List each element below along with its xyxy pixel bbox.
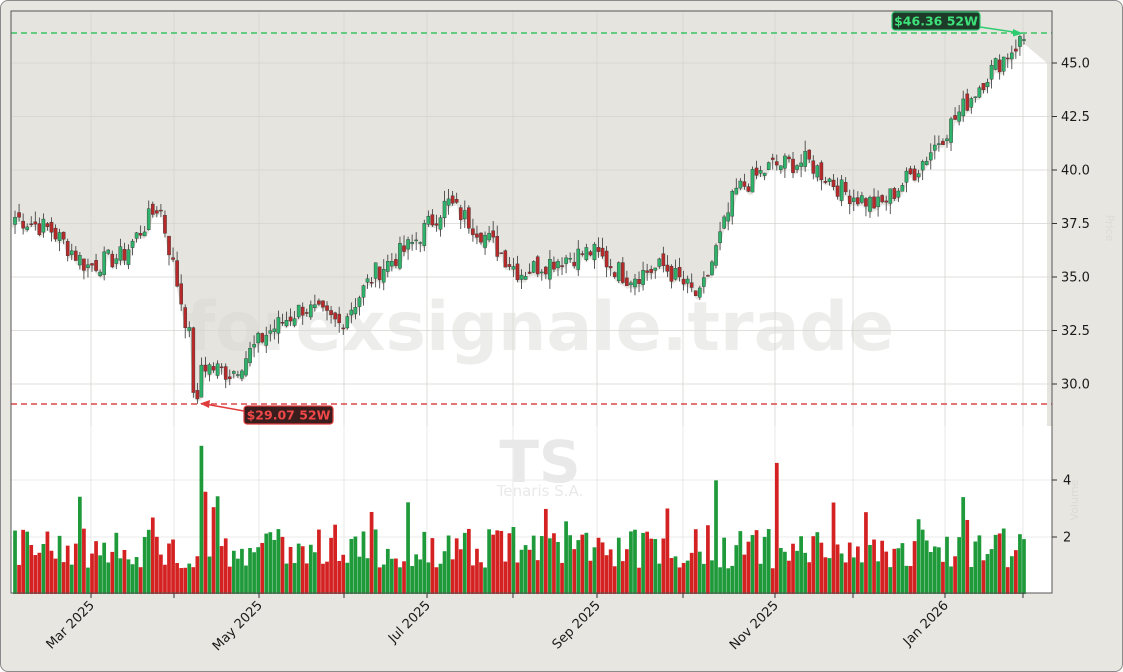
volume-bars (13, 445, 1026, 594)
volume-tick-label: 4 (1063, 474, 1071, 489)
volume-axis: 24 (1052, 474, 1071, 546)
price-tick-label: 32.5 (1061, 324, 1090, 339)
volume-axis-title: Volume (1068, 479, 1081, 520)
date-tick-label: Mar 2025 (44, 598, 98, 652)
date-tick-label: Nov 2025 (727, 598, 782, 653)
svg-text:$46.36 52W: $46.36 52W (894, 14, 978, 29)
watermark: forexsignale.trade (186, 288, 895, 367)
price-axis: 30.0 32.5 35.0 37.5 40.0 42.5 45.0 (1052, 57, 1090, 393)
low-52w-annotation: $29.07 52W (200, 400, 334, 425)
date-tick-label: Jul 2025 (385, 598, 434, 647)
high-52w-annotation: $46.36 52W (891, 11, 1023, 37)
grid-lines (11, 11, 1052, 426)
date-tick-label: Jan 2026 (900, 598, 952, 650)
svg-text:TS: TS (499, 428, 580, 496)
svg-text:forexsignale.trade: forexsignale.trade (186, 288, 895, 367)
price-tick-label: 45.0 (1061, 57, 1090, 72)
price-tick-label: 30.0 (1061, 378, 1090, 393)
volume-tick-label: 2 (1063, 531, 1071, 546)
ticker-watermark: TS Tenaris S.A. (496, 428, 584, 500)
price-tick-label: 35.0 (1061, 271, 1090, 286)
svg-text:$29.07 52W: $29.07 52W (247, 408, 331, 423)
price-axis-title: Price (1103, 215, 1116, 242)
date-tick-label: Sep 2025 (550, 598, 604, 652)
date-tick-label: May 2025 (210, 598, 266, 654)
svg-text:Tenaris S.A.: Tenaris S.A. (496, 482, 584, 500)
price-tick-label: 42.5 (1061, 110, 1090, 125)
price-tick-label: 37.5 (1061, 217, 1090, 232)
price-tick-label: 40.0 (1061, 164, 1090, 179)
date-axis: Mar 2025 May 2025 Jul 2025 Sep 2025 Nov 2025… (44, 593, 1024, 654)
candlesticks (13, 33, 1026, 404)
